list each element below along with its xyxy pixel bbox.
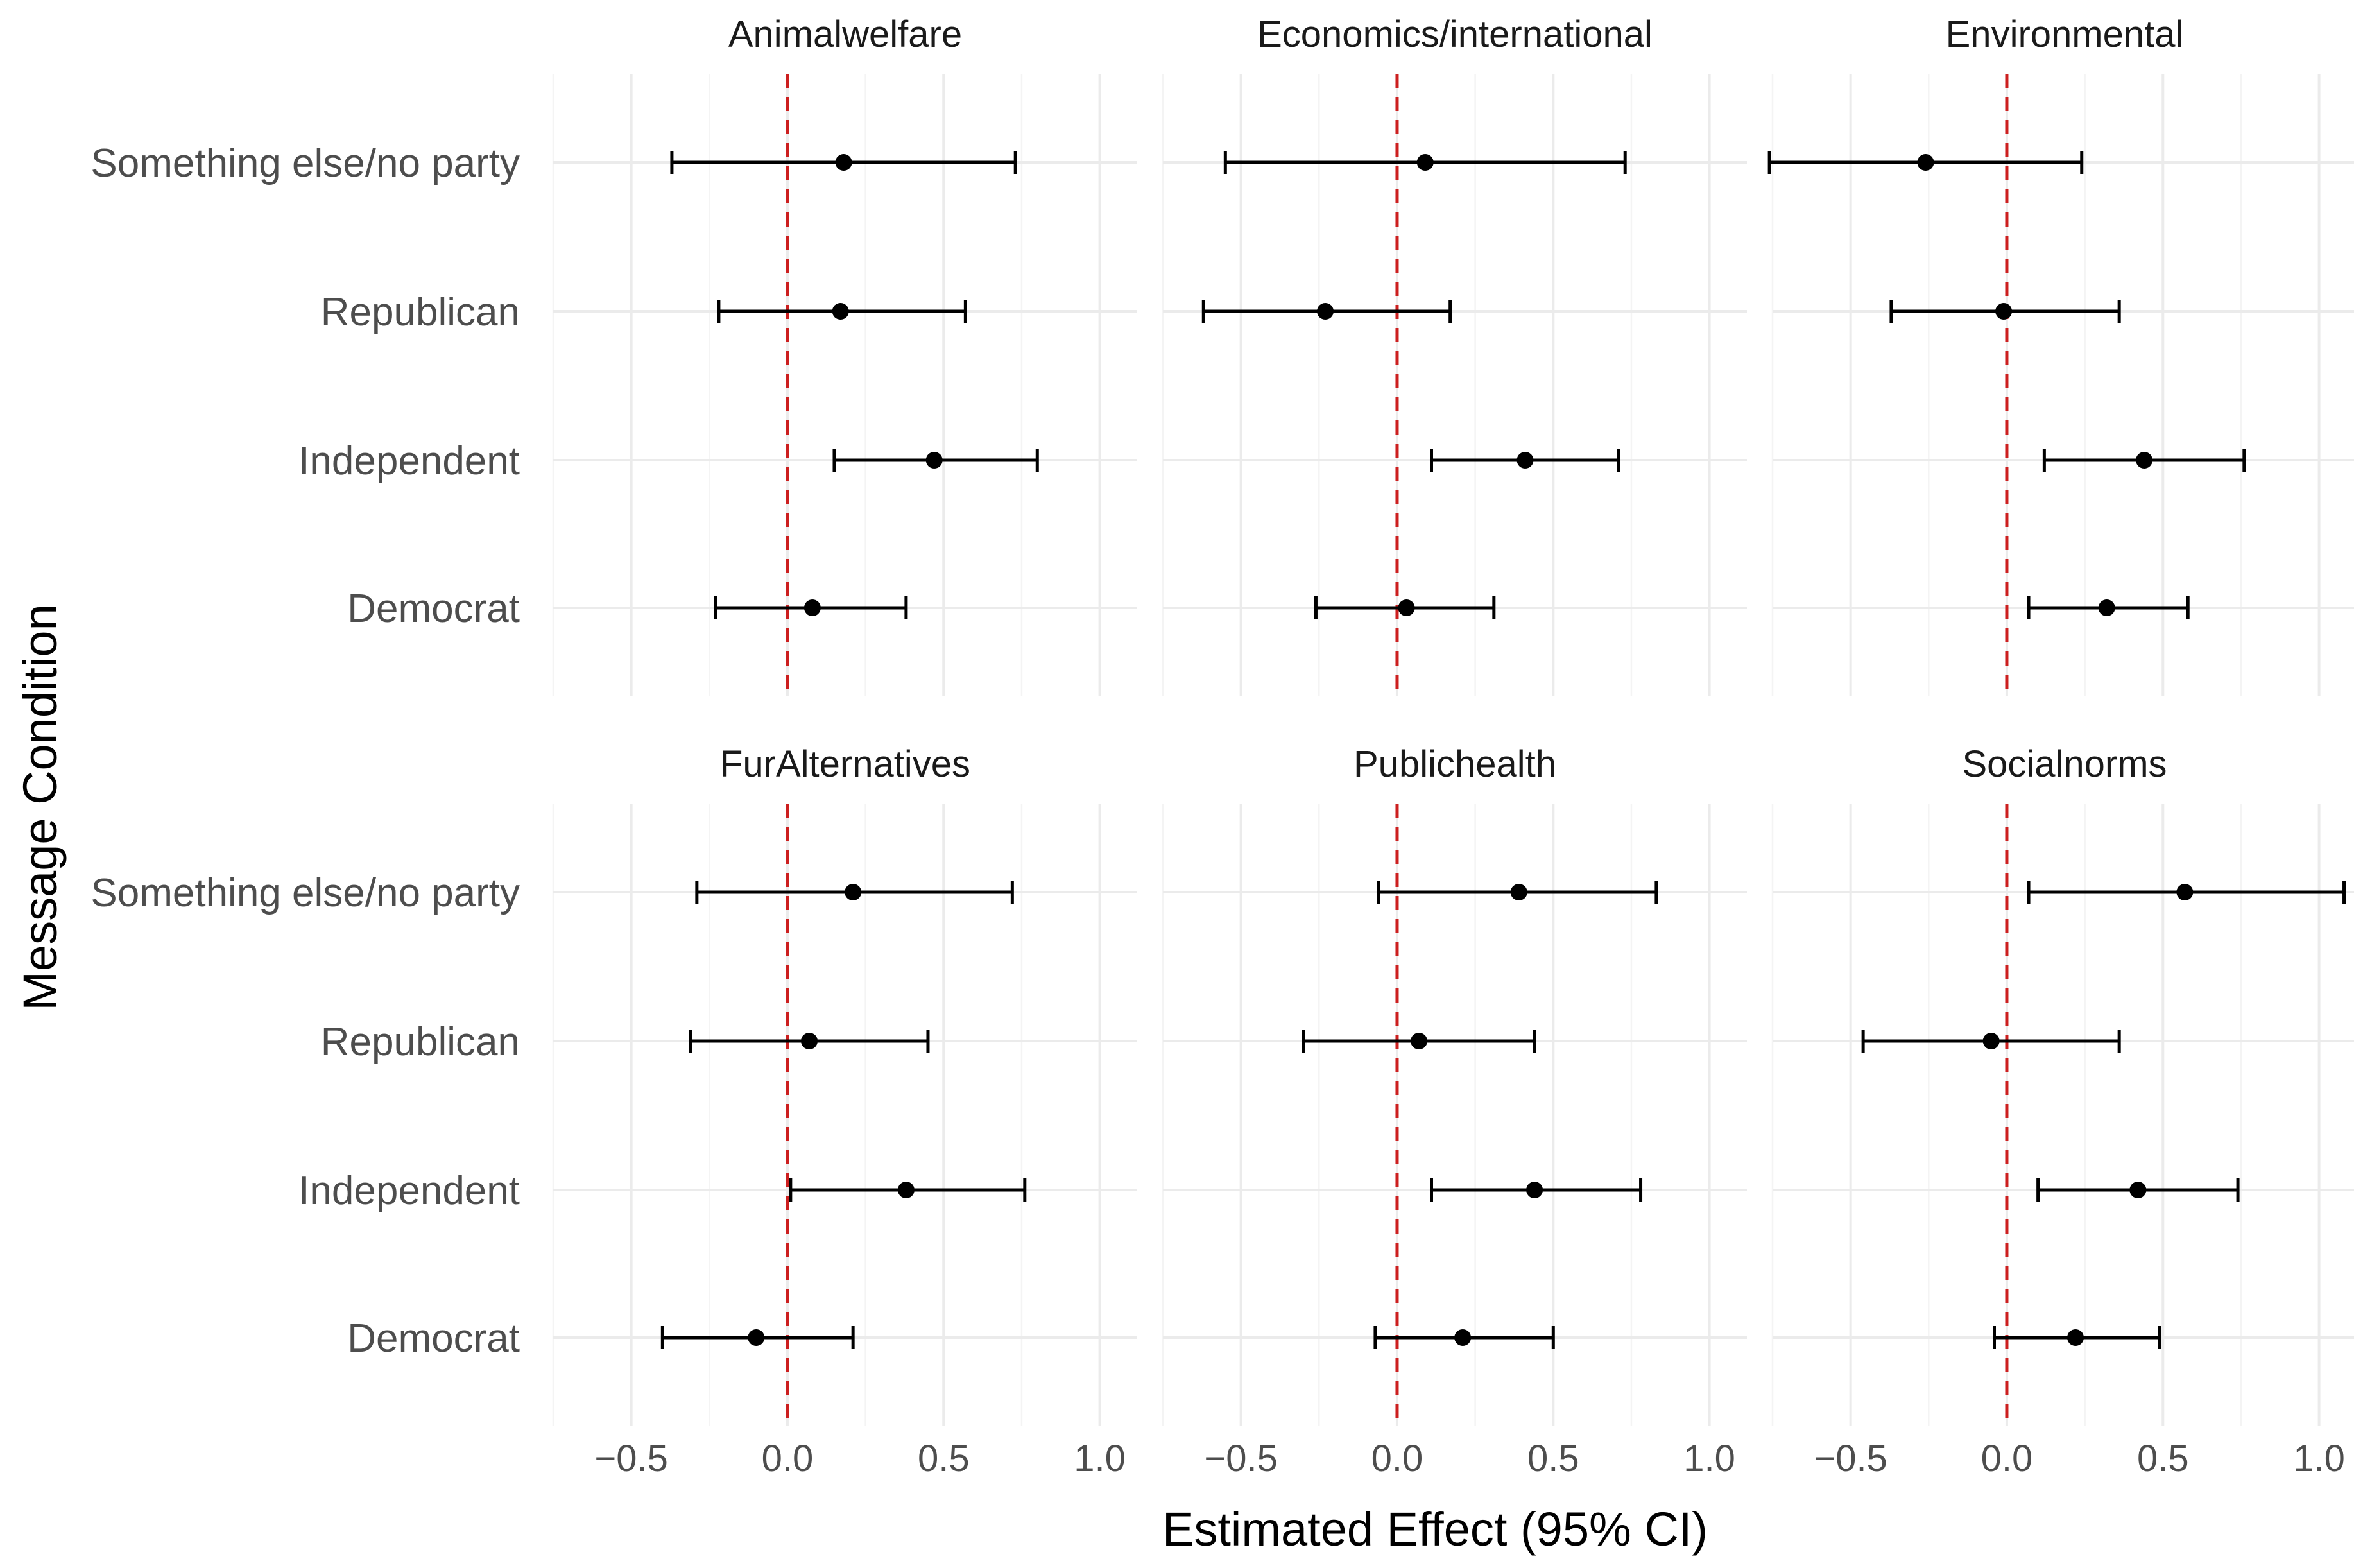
point-estimate (1995, 303, 2013, 320)
point-estimate (845, 884, 862, 900)
estimate-democrat (1993, 1326, 2161, 1349)
point-estimate (1526, 1182, 1543, 1198)
point-estimate (2176, 884, 2194, 900)
estimate-democrat (660, 1326, 855, 1349)
point-estimate (925, 452, 943, 469)
panel-publichealth: Publichealth −0.5 0.0 0.5 1.0 (1162, 743, 1747, 1479)
panels-layer: Animalwelfare Something else/no party Repu… (90, 13, 2354, 1479)
estimate-independent (832, 449, 1039, 472)
estimate-republican (717, 300, 967, 323)
panel-title: Publichealth (1353, 743, 1556, 785)
y-tick-label: Independent (298, 1169, 520, 1213)
panel-socialnorms: Socialnorms −0.5 0.0 0.5 1.0 (1771, 743, 2354, 1479)
x-tick-label: 0.5 (918, 1438, 970, 1479)
point-estimate (1982, 1033, 2000, 1049)
point-estimate (897, 1182, 915, 1198)
point-estimate (1917, 154, 1934, 171)
x-tick-label: 1.0 (2293, 1438, 2345, 1479)
x-tick-label: 0.0 (762, 1438, 814, 1479)
panel-animalwelfare: Animalwelfare Something else/no party Repu… (90, 13, 1137, 696)
estimate-something-else-no-party (1377, 881, 1658, 904)
x-tick-label: 1.0 (1683, 1438, 1735, 1479)
point-estimate (748, 1329, 765, 1346)
estimate-independent (2036, 1178, 2240, 1202)
estimate-something-else-no-party (695, 881, 1014, 904)
y-tick-label: Republican (321, 290, 520, 334)
y-tick-label: Republican (321, 1020, 520, 1064)
point-estimate (803, 599, 821, 616)
estimate-something-else-no-party (1223, 151, 1627, 174)
y-tick-label: Something else/no party (90, 871, 520, 915)
point-estimate (2129, 1182, 2147, 1198)
point-estimate (2098, 599, 2115, 616)
point-estimate (2067, 1329, 2084, 1346)
x-tick-label: −0.5 (1204, 1438, 1278, 1479)
point-estimate (1416, 154, 1434, 171)
point-estimate (2136, 452, 2153, 469)
estimate-democrat (1373, 1326, 1555, 1349)
estimate-independent (789, 1178, 1027, 1202)
x-tick-label: −0.5 (1814, 1438, 1887, 1479)
estimate-republican (1201, 300, 1452, 323)
y-axis-title: Message Condition (13, 604, 67, 1010)
x-axis-title: Estimated Effect (95% CI) (1162, 1503, 1708, 1556)
panel-title: Socialnorms (1962, 743, 2167, 785)
x-tick-label: 0.5 (2137, 1438, 2189, 1479)
panel-furalternatives: FurAlternatives Something else/no party Re… (90, 743, 1137, 1479)
estimate-independent (2042, 449, 2246, 472)
point-estimate (1398, 599, 1415, 616)
panel-environmental: Environmental (1767, 13, 2354, 696)
panel-title: FurAlternatives (720, 743, 970, 785)
point-estimate (832, 303, 849, 320)
point-estimate (1454, 1329, 1472, 1346)
estimate-independent (1430, 1178, 1643, 1202)
estimate-democrat (714, 596, 908, 619)
point-estimate (1317, 303, 1334, 320)
estimate-republican (1861, 1030, 2121, 1053)
point-estimate (1510, 884, 1527, 900)
estimate-something-else-no-party (1767, 151, 2084, 174)
point-estimate (801, 1033, 818, 1049)
x-tick-label: 0.0 (1371, 1438, 1423, 1479)
estimate-democrat (1314, 596, 1496, 619)
y-tick-label: Democrat (347, 1316, 520, 1361)
estimate-something-else-no-party (670, 151, 1017, 174)
point-estimate (1411, 1033, 1428, 1049)
estimate-republican (689, 1030, 930, 1053)
estimate-republican (1889, 300, 2121, 323)
y-tick-label: Democrat (347, 587, 520, 631)
y-tick-label: Independent (298, 439, 520, 483)
estimate-democrat (2027, 596, 2190, 619)
x-tick-label: 0.5 (1527, 1438, 1579, 1479)
panel-title: Animalwelfare (728, 13, 962, 55)
point-estimate (1516, 452, 1534, 469)
panel-title: Economics/international (1257, 13, 1653, 55)
x-tick-label: 0.0 (1981, 1438, 2033, 1479)
x-tick-label: 1.0 (1074, 1438, 1126, 1479)
panel-economics-international: Economics/international (1162, 13, 1747, 696)
x-tick-label: −0.5 (594, 1438, 668, 1479)
panel-title: Environmental (1946, 13, 2184, 55)
y-tick-label: Something else/no party (90, 141, 520, 185)
estimate-independent (1430, 449, 1620, 472)
estimate-something-else-no-party (2027, 881, 2346, 904)
point-estimate (835, 154, 852, 171)
estimate-republican (1302, 1030, 1536, 1053)
